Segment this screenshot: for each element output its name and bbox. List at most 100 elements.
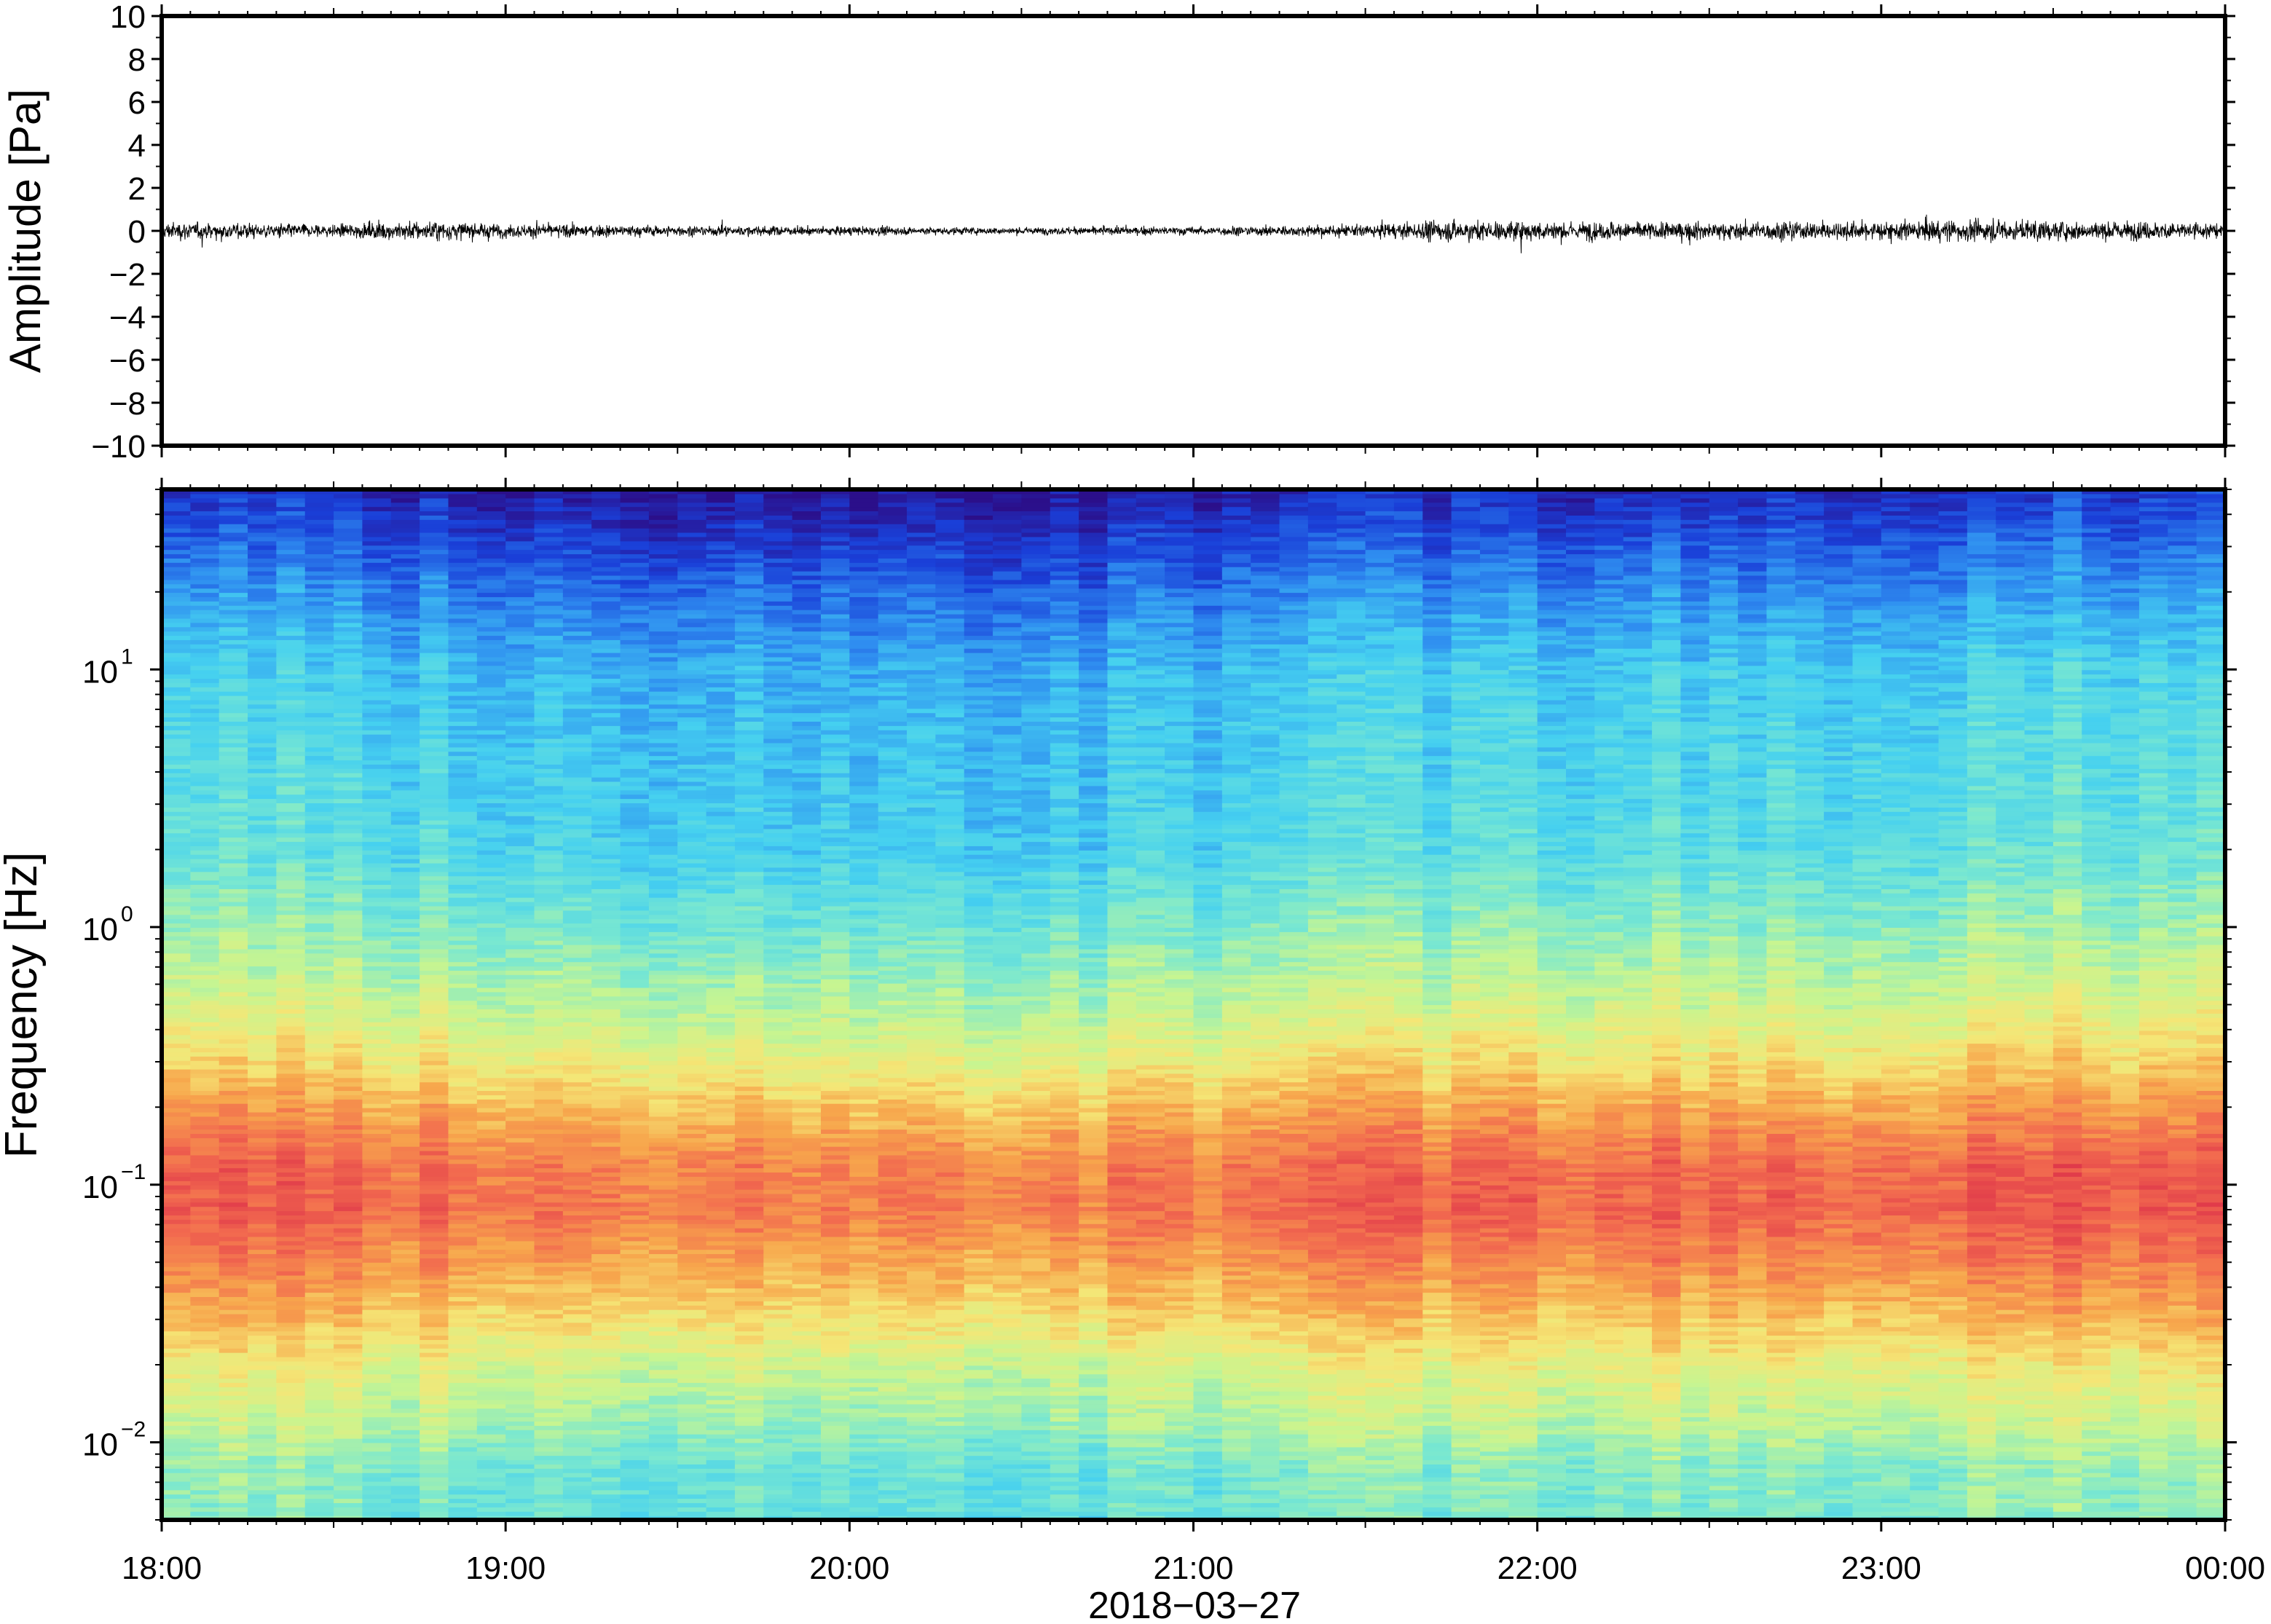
spectrogram-cell: [334, 618, 363, 623]
spectrogram-cell: [190, 567, 219, 572]
spectrogram-cell: [162, 893, 191, 898]
spectrogram-cell: [305, 1030, 334, 1036]
spectrogram-cell: [305, 1185, 334, 1190]
spectrogram-cell: [391, 1327, 420, 1332]
spectrogram-cell: [190, 1039, 219, 1044]
spectrogram-cell: [219, 867, 248, 872]
spectrogram-cell: [190, 1494, 219, 1499]
spectrogram-cell: [305, 1499, 334, 1504]
spectrogram-cell: [334, 1481, 363, 1486]
spectrogram-cell: [362, 752, 391, 757]
spectrogram-cell: [248, 1339, 277, 1344]
spectrogram-cell: [334, 550, 363, 555]
spectrogram-cell: [276, 1185, 305, 1190]
spectrogram-cell: [362, 790, 391, 795]
spectrogram-cell: [162, 1185, 191, 1190]
spectrogram-cell: [276, 803, 305, 808]
spectrogram-cell: [305, 1421, 334, 1426]
spectrogram-cell: [305, 902, 334, 907]
spectrogram-cell: [219, 777, 248, 782]
spectrogram-cell: [248, 1087, 277, 1092]
spectrogram-cell: [305, 906, 334, 911]
spectrogram-cell: [162, 1464, 191, 1469]
spectrogram-cell: [362, 743, 391, 748]
spectrogram-cell: [334, 1099, 363, 1104]
spectrogram-cell: [219, 1486, 248, 1491]
spectrogram-cell: [334, 1417, 363, 1422]
spectrogram-cell: [334, 734, 363, 739]
spectrogram-cell: [248, 1232, 277, 1237]
spectrogram-cell: [334, 700, 363, 705]
spectrogram-cell: [276, 678, 305, 683]
spectrogram-cell: [248, 1047, 277, 1052]
spectrogram-cell: [334, 983, 363, 988]
spectrogram-cell: [305, 623, 334, 628]
spectrogram-cell: [219, 970, 248, 975]
spectrogram-cell: [190, 1378, 219, 1383]
spectrogram-cell: [334, 876, 363, 881]
spectrogram-cell: [334, 1301, 363, 1306]
spectrogram-cell: [162, 859, 191, 864]
spectrogram-cell: [362, 545, 391, 551]
spectrogram-cell: [248, 1052, 277, 1057]
spectrogram-cell: [276, 1361, 305, 1366]
spectrogram-cell: [305, 1323, 334, 1328]
spectrogram-cell: [162, 747, 191, 752]
spectrogram-cell: [305, 1009, 334, 1014]
spectrogram-cell: [334, 1443, 363, 1448]
spectrogram-cell: [305, 614, 334, 619]
spectrogram-cell: [276, 962, 305, 967]
spectrogram-cell: [334, 1456, 363, 1461]
spectrogram-cell: [219, 631, 248, 636]
spectrogram-cell: [305, 931, 334, 937]
spectrogram-cell: [334, 635, 363, 640]
spectrogram-cell: [362, 567, 391, 572]
spectrogram-cell: [190, 653, 219, 658]
spectrogram-cell: [219, 897, 248, 902]
spectrogram-cell: [276, 532, 305, 537]
spectrogram-cell: [219, 1468, 248, 1473]
spectrogram-cell: [334, 1155, 363, 1160]
spectrogram-cell: [219, 1417, 248, 1422]
spectrogram-cell: [305, 661, 334, 666]
spectrogram-cell: [334, 1030, 363, 1036]
spectrogram-cell: [248, 1258, 277, 1263]
spectrogram-cell: [162, 970, 191, 975]
spectrogram-cell: [362, 1451, 391, 1457]
spectrogram-cell: [391, 1473, 420, 1478]
spectrogram-cell: [276, 1245, 305, 1250]
spectrogram-cell: [190, 841, 219, 846]
spectrogram-cell: [248, 781, 277, 787]
spectrogram-cell: [190, 1056, 219, 1061]
spectrogram-cell: [162, 1459, 191, 1465]
spectrogram-cell: [362, 1293, 391, 1298]
spectrogram-cell: [248, 816, 277, 821]
spectrogram-cell: [362, 1481, 391, 1486]
spectrogram-cell: [276, 915, 305, 920]
spectrogram-cell: [276, 1357, 305, 1362]
spectrogram-cell: [362, 1138, 391, 1143]
spectrogram-cell: [305, 872, 334, 877]
spectrogram-cell: [362, 1133, 391, 1138]
spectrogram-cell: [334, 1138, 363, 1143]
spectrogram-cell: [219, 515, 248, 520]
spectrogram-cell: [305, 610, 334, 615]
spectrogram-cell: [334, 1421, 363, 1426]
spectrogram-cell: [334, 1451, 363, 1457]
spectrogram-cell: [219, 1365, 248, 1371]
spectrogram-cell: [362, 1352, 391, 1357]
spectrogram-cell: [334, 1095, 363, 1100]
spectrogram-cell: [391, 1417, 420, 1422]
spectrogram-cell: [276, 958, 305, 963]
spectrogram-cell: [334, 519, 363, 524]
spectrogram-cell: [190, 1266, 219, 1272]
spectrogram-cell: [219, 717, 248, 722]
spectrogram-cell: [190, 1327, 219, 1332]
spectrogram-cell: [305, 919, 334, 924]
spectrogram-cell: [162, 1262, 191, 1267]
spectrogram-cell: [305, 1430, 334, 1435]
spectrogram-cell: [391, 1159, 420, 1164]
spectrogram-cell: [248, 653, 277, 658]
spectrogram-cell: [334, 1108, 363, 1113]
spectrogram-cell: [362, 1022, 391, 1027]
